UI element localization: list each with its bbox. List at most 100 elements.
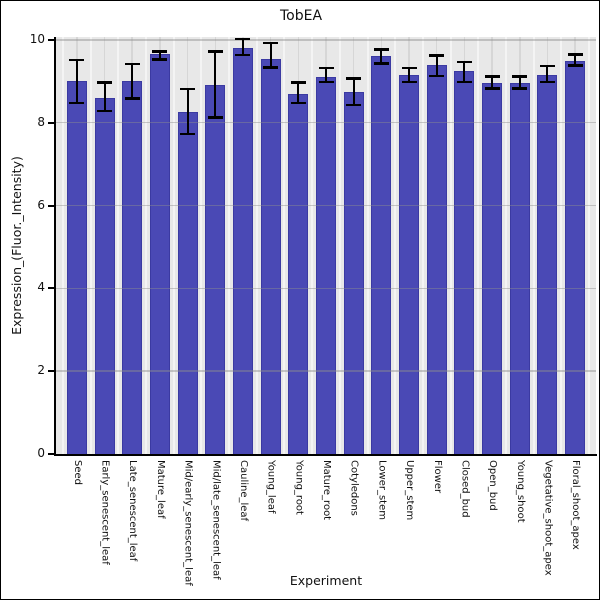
error-bar <box>235 37 251 57</box>
x-tick-label: Seed <box>63 460 91 572</box>
error-bar-cap-bot <box>346 103 362 107</box>
x-tick-label-text: Early_senescent_leaf <box>99 460 111 565</box>
gridline-vertical-minor <box>504 37 507 454</box>
error-bar <box>512 75 528 90</box>
error-bar-cap-top <box>124 62 140 66</box>
error-bar <box>484 75 500 90</box>
x-tick-label: Upper_stem <box>395 460 423 572</box>
x-tick-label-text: Young_leaf <box>265 460 277 514</box>
y-tick-mark <box>48 38 54 41</box>
gridline-vertical-minor <box>255 37 258 454</box>
x-tick-label-text: Upper_stem <box>404 460 416 521</box>
x-tick-label-text: Mature_root <box>321 460 333 521</box>
x-tick-label-text: Closed_bud <box>459 460 471 518</box>
error-bar <box>97 81 113 113</box>
bar <box>454 70 475 454</box>
error-bar-line <box>352 77 355 107</box>
error-bar <box>124 62 140 100</box>
bar <box>399 75 420 454</box>
error-bar-line <box>491 75 494 90</box>
bar <box>149 54 170 454</box>
error-bar <box>346 77 362 107</box>
x-tick-label-text: Flower <box>431 460 443 494</box>
gridline-horizontal <box>56 121 596 124</box>
x-tick-label: Lower_stem <box>368 460 396 572</box>
error-bar-line <box>214 50 217 119</box>
chart-title: TobEA <box>279 8 323 24</box>
gridline-vertical-minor <box>311 37 314 454</box>
error-bar <box>290 81 306 105</box>
x-tick-label-text: Cauline_leaf <box>237 460 249 522</box>
gridline-vertical-minor <box>89 37 92 454</box>
y-tick-label: 0 <box>37 446 45 460</box>
y-tick-label: 2 <box>37 363 45 378</box>
gridline-vertical-minor <box>588 37 590 454</box>
gridline-horizontal <box>56 287 596 290</box>
error-bar-cap-bot <box>235 53 251 57</box>
x-tick-label: Closed_bud <box>451 460 479 572</box>
y-axis-line <box>54 37 56 456</box>
x-tick-label: Floral_shoot_apex <box>561 460 589 572</box>
error-bar-cap-bot <box>152 58 168 61</box>
error-bar-cap-bot <box>124 97 140 100</box>
error-bar <box>373 48 389 65</box>
gridline-vertical-minor <box>62 37 64 454</box>
error-bar-line <box>435 54 438 78</box>
error-bar-line <box>574 53 577 67</box>
error-bar <box>456 60 472 84</box>
gridline-horizontal <box>56 370 596 372</box>
bar <box>94 97 115 454</box>
error-bar-cap-bot <box>69 101 85 105</box>
error-bar-cap-top <box>484 75 500 78</box>
x-tick-label-text: Vegetative_shoot_apex <box>542 460 554 576</box>
error-bar <box>539 64 555 84</box>
error-bar-cap-top <box>290 81 306 84</box>
error-bar-cap-bot <box>373 62 389 65</box>
error-bar <box>180 87 196 136</box>
error-bar-cap-top <box>539 64 555 68</box>
error-bar-line <box>103 81 106 113</box>
error-bar-line <box>186 87 189 136</box>
error-bar-cap-top <box>207 50 223 53</box>
x-tick-label-text: Cotyledons <box>348 460 360 516</box>
error-bar-line <box>325 66 327 84</box>
x-tick-label-text: Mature_leaf <box>154 460 166 519</box>
y-tick-mark <box>48 121 54 124</box>
gridline-vertical-minor <box>366 37 369 454</box>
bar <box>482 83 503 454</box>
x-tick-label-text: Seed <box>71 460 83 485</box>
error-bar-cap-top <box>318 66 334 70</box>
error-bar <box>69 58 85 105</box>
error-bar-cap-top <box>401 66 417 70</box>
error-bar-line <box>241 37 244 57</box>
gridline-horizontal <box>56 39 596 41</box>
error-bar-cap-bot <box>429 74 445 78</box>
y-tick-label: 6 <box>37 197 45 212</box>
error-bar-cap-top <box>373 48 389 51</box>
x-axis-line <box>54 454 597 456</box>
x-tick-label-text: Open_bud <box>487 460 499 511</box>
gridline-vertical-minor <box>421 37 424 454</box>
error-bar-cap-top <box>263 41 279 45</box>
x-axis-tick-labels: Seed Early_senescent_leaf Late_senescent_l… <box>56 460 596 586</box>
error-bar-cap-bot <box>263 66 279 69</box>
gridline-vertical-minor <box>200 37 203 454</box>
y-tick-label: 10 <box>29 31 45 46</box>
x-tick-label: Flower <box>423 460 451 572</box>
x-tick-label-text: Mid/early_senescent_leaf <box>182 460 194 586</box>
error-bar-cap-bot <box>318 80 334 84</box>
plot-area <box>56 37 596 454</box>
error-bar-cap-bot <box>512 87 528 90</box>
y-tick-label: 8 <box>37 114 45 129</box>
x-tick-label: Cotyledons <box>340 460 368 572</box>
y-tick-mark <box>48 453 54 455</box>
gridline-horizontal <box>56 204 596 207</box>
error-bar <box>401 66 417 84</box>
x-tick-label: Late_senescent_leaf <box>118 460 146 572</box>
gridline-vertical-minor <box>145 37 148 454</box>
error-bar-cap-top <box>456 60 472 64</box>
x-tick-label: Mid/early_senescent_leaf <box>174 460 202 586</box>
error-bar <box>318 66 334 84</box>
x-tick-label-text: Young_root <box>293 460 305 515</box>
